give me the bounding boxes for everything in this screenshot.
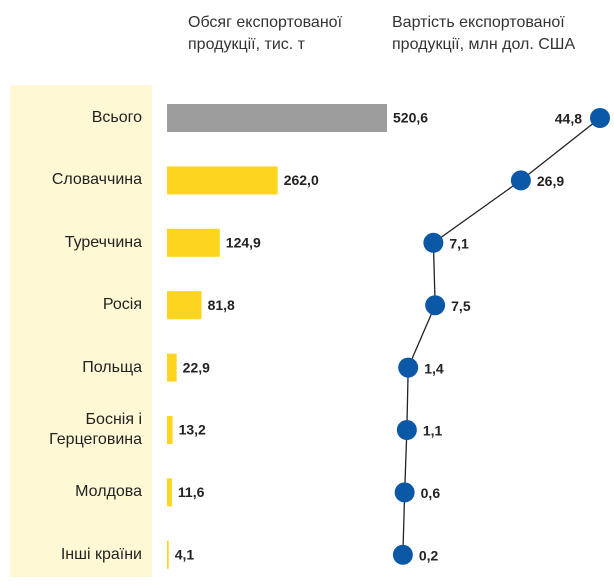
dot: [398, 357, 419, 378]
dot-value-label: 7,1: [449, 236, 469, 252]
category-label: Інші країни: [60, 545, 142, 563]
dot-value-label: 1,1: [423, 423, 443, 439]
dot: [392, 544, 413, 565]
bar-value-label: 124,9: [226, 235, 261, 251]
bar-value-label: 13,2: [179, 422, 206, 438]
category-label: Туреччина: [64, 233, 142, 251]
label-panel: [10, 85, 152, 577]
bar: [167, 540, 169, 569]
dot-value-label: 26,9: [537, 173, 564, 189]
category-label: Всього: [91, 109, 142, 126]
dot-value-label: 0,6: [421, 485, 441, 501]
category-label: Словаччина: [51, 171, 142, 189]
dot: [423, 232, 444, 253]
dot: [396, 420, 417, 440]
category-label: Польща: [82, 358, 142, 376]
bar: [167, 416, 173, 444]
header-volume: Обсяг експортованої продукції, тис. т: [188, 14, 343, 53]
bar: [167, 353, 177, 382]
category-label: Боснія і Герцеговина: [49, 411, 142, 448]
category-label: Молдова: [75, 483, 142, 501]
bar: [167, 478, 172, 507]
connector-line: [402, 117, 601, 555]
category-label: Росія: [102, 296, 142, 314]
bar-value-label: 22,9: [183, 359, 210, 375]
bar-value-label: 520,6: [393, 110, 428, 126]
dot: [510, 170, 531, 191]
dot-value-label: 44,8: [555, 111, 582, 127]
bar: [167, 291, 202, 320]
bar-value-label: 81,8: [208, 297, 235, 313]
header-value: Вартість експортованої продукції, млн до…: [392, 14, 576, 53]
dot-value-label: 1,4: [424, 360, 444, 376]
bar-value-label: 4,1: [175, 547, 195, 563]
dot: [590, 108, 610, 128]
dot-value-label: 0,2: [419, 548, 439, 564]
bar-value-label: 11,6: [178, 484, 205, 500]
bar: [167, 228, 220, 257]
dot: [394, 482, 415, 503]
bar: [167, 166, 278, 195]
dot-value-label: 7,5: [451, 298, 471, 314]
bar-value-label: 262,0: [284, 172, 319, 188]
bar: [167, 104, 387, 132]
dot: [425, 295, 446, 316]
